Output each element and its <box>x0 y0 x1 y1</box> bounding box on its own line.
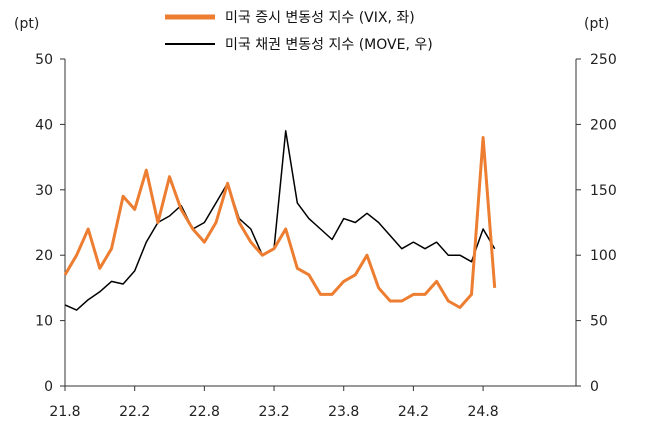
legend-label-vix: 미국 증시 변동성 지수 (VIX, 좌) <box>225 10 415 26</box>
left-tick-label: 0 <box>44 379 53 395</box>
x-tick-label: 23.2 <box>258 404 289 420</box>
x-tick-label: 23.8 <box>328 404 359 420</box>
right-tick-label: 150 <box>590 183 617 199</box>
x-tick-label: 22.8 <box>189 404 220 420</box>
right-ticks: 0 50 100 150 200 250 <box>576 52 617 395</box>
left-tick-label: 30 <box>35 183 53 199</box>
x-ticks: 21.8 22.2 22.8 23.2 23.8 24.2 24.8 <box>49 386 499 420</box>
right-tick-label: 250 <box>590 52 617 68</box>
left-unit-label: (pt) <box>14 16 39 32</box>
left-tick-label: 50 <box>35 52 53 68</box>
x-tick-label: 24.2 <box>398 404 429 420</box>
left-tick-label: 10 <box>35 314 53 330</box>
right-tick-label: 200 <box>590 117 617 133</box>
left-tick-label: 40 <box>35 117 53 133</box>
left-tick-label: 20 <box>35 248 53 264</box>
legend: 미국 증시 변동성 지수 (VIX, 좌) 미국 채권 변동성 지수 (MOVE… <box>165 10 433 53</box>
right-tick-label: 0 <box>590 379 599 395</box>
right-tick-label: 100 <box>590 248 617 264</box>
right-tick-label: 50 <box>590 314 608 330</box>
series-line-vix <box>63 136 497 309</box>
left-ticks: 0 10 20 30 40 50 <box>35 52 65 395</box>
right-unit-label: (pt) <box>584 16 609 32</box>
legend-label-move: 미국 채권 변동성 지수 (MOVE, 우) <box>225 37 433 53</box>
x-tick-label: 21.8 <box>49 404 80 420</box>
x-tick-label: 24.8 <box>468 404 499 420</box>
x-tick-label: 22.2 <box>119 404 150 420</box>
series-line-move <box>64 130 496 311</box>
